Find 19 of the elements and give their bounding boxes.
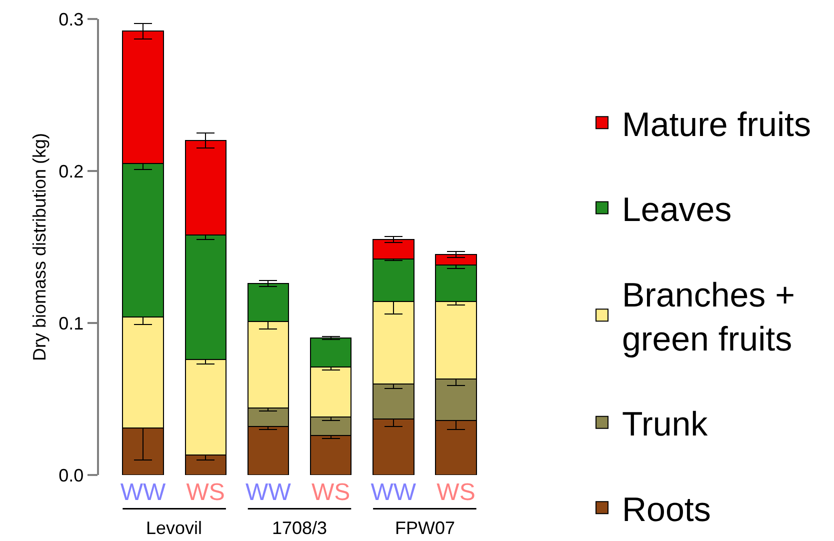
legend-label: Branches + green fruits — [622, 276, 795, 358]
y-tick-label: 0.2 — [58, 161, 84, 182]
legend-label: Mature fruits — [622, 106, 811, 144]
x-tick-label: WW — [120, 479, 166, 506]
text: 1708/3 — [272, 518, 328, 538]
legend-label: Trunk — [622, 406, 709, 444]
text: Levovil — [146, 518, 202, 538]
legend-label: Leaves — [622, 191, 732, 230]
x-tick-label: WW — [370, 479, 416, 506]
y-tick-label: 0.1 — [58, 313, 84, 334]
x-tick-label: WS — [436, 479, 476, 506]
x-tick-label: WS — [186, 479, 225, 506]
x-tick-label: WW — [246, 479, 292, 506]
legend-label: Roots — [622, 490, 711, 529]
text: FPW07 — [395, 518, 456, 538]
y-tick-label: 0.3 — [58, 9, 84, 30]
x-tick-label: WS — [311, 479, 350, 506]
y-axis-title: Dry biomass distribution (kg) — [29, 132, 50, 362]
y-tick-label: 0.0 — [58, 465, 84, 486]
